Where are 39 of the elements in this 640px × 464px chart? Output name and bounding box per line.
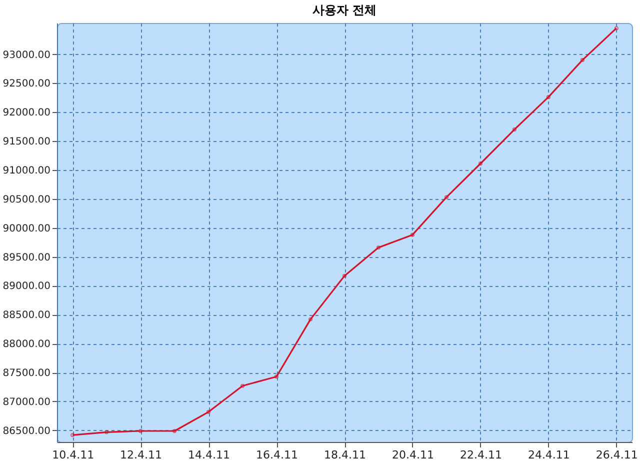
point [580,58,584,62]
point [478,162,482,166]
point [308,317,312,322]
y-tick-label: 90000.00 [2,223,50,234]
point [206,410,211,414]
y-tick-label: 89500.00 [2,252,50,264]
chart-title: 사용자 전체 [312,3,377,17]
y-tick-label: 89000.00 [2,281,50,292]
y-tick-label: 92000.00 [2,108,50,119]
x-tick-label: 20.4.11 [392,448,434,462]
y-tick-label: 87000.00 [2,396,50,408]
point [138,429,143,433]
x-tick-label: 16.4.11 [256,448,298,462]
y-tick-label: 88000.00 [2,339,50,350]
y-tick-label: 91500.00 [2,136,50,148]
y-tick-label: 91000.00 [2,165,50,176]
y-tick-label: 87500.00 [2,368,50,380]
x-tick-label: 12.4.11 [120,448,162,462]
y-tick-label: 93000.00 [2,50,50,61]
point [444,195,448,200]
x-tick-label: 18.4.11 [324,448,366,462]
x-tick-label: 14.4.11 [188,448,230,462]
y-tick-label: 86500.00 [2,426,50,437]
point [104,430,109,434]
x-tick-label: 22.4.11 [460,448,502,462]
y-tick-label: 92500.00 [2,78,50,90]
x-tick-label: 26.4.11 [596,448,638,462]
point [410,232,414,237]
y-tick-label: 90500.00 [2,194,50,206]
point [172,429,177,433]
point [546,95,550,100]
point [240,384,245,388]
point [512,128,516,132]
point [342,274,346,278]
point [376,246,380,250]
point [274,374,278,379]
y-tick-label: 88500.00 [2,310,50,322]
x-tick-label: 10.4.11 [52,448,94,462]
x-tick-label: 24.4.11 [528,448,570,462]
